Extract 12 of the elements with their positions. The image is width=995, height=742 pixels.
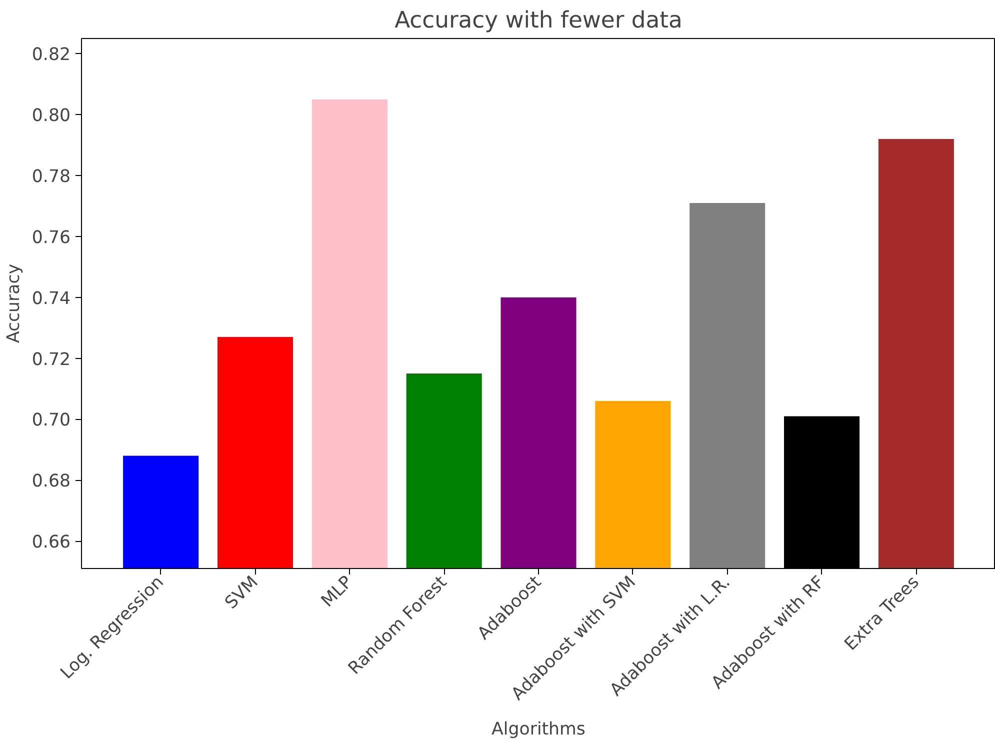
y-tick-label: 0.70 — [32, 410, 71, 431]
y-tick-label: 0.78 — [32, 167, 71, 188]
chart-title: Accuracy with fewer data — [394, 8, 682, 34]
y-tick-label: 0.66 — [32, 532, 71, 553]
y-tick-label: 0.82 — [32, 45, 71, 66]
y-tick-label: 0.72 — [32, 350, 71, 370]
y-tick-label: 0.74 — [32, 288, 71, 309]
y-tick-label: 0.68 — [32, 472, 71, 492]
y-tick-label: 0.76 — [32, 228, 71, 248]
x-axis-title: Algorithms — [492, 720, 586, 740]
y-axis-title: Accuracy — [4, 264, 24, 344]
y-tick-label: 0.80 — [32, 106, 71, 126]
